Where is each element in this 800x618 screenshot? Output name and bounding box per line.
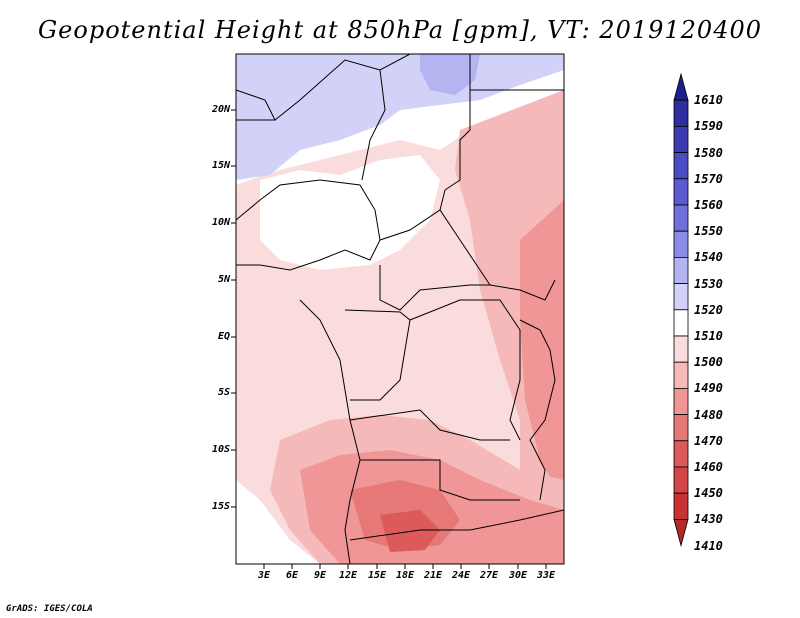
lon-label: 27E	[479, 570, 499, 581]
lat-label: 20N	[211, 104, 230, 115]
colorbar-swatch	[673, 519, 689, 548]
lon-label: 33E	[536, 570, 556, 581]
lon-label: 18E	[395, 570, 415, 581]
colorbar-label: 1500	[694, 355, 723, 370]
colorbar-swatch	[673, 204, 689, 232]
colorbar-swatch	[673, 283, 689, 311]
colorbar-swatch	[673, 72, 689, 101]
colorbar-swatch	[673, 126, 689, 154]
colorbar-label: 1570	[694, 171, 723, 186]
country-borders	[236, 54, 564, 564]
colorbar-label: 1510	[694, 329, 723, 343]
lon-label: 3E	[257, 570, 271, 581]
lat-label: 5S	[217, 387, 230, 398]
colorbar-label: 1530	[694, 276, 723, 291]
colorbar-label: 1560	[694, 198, 723, 212]
colorbar-label: 1550	[694, 224, 723, 239]
lon-label: 9E	[313, 570, 327, 581]
colorbar-label: 1540	[694, 250, 723, 265]
colorbar-label: 1480	[694, 407, 723, 422]
colorbar-swatch	[673, 466, 689, 494]
colorbar-swatch	[673, 256, 689, 284]
map-title: Geopotential Height at 850hPa [gpm], VT:…	[38, 16, 762, 44]
colorbar-swatch	[673, 309, 689, 337]
colorbar-swatch	[673, 361, 689, 389]
lat-label: 10S	[211, 444, 230, 455]
colorbar-label: 1490	[694, 381, 723, 396]
lon-label: 21E	[423, 570, 443, 581]
colorbar-swatch	[673, 152, 689, 180]
colorbar-swatch	[673, 440, 689, 468]
lat-label: EQ	[217, 331, 230, 342]
lat-label: 15N	[211, 160, 230, 171]
lon-label: 30E	[508, 570, 528, 581]
colorbar-label: 1610	[694, 93, 723, 108]
grads-credit: GrADS: IGES/COLA	[6, 604, 93, 614]
colorbar-label: 1460	[694, 460, 723, 474]
colorbar-label: 1590	[694, 119, 723, 134]
lon-label: 6E	[285, 570, 299, 581]
map-frame	[235, 53, 565, 565]
lat-label: 15S	[211, 501, 230, 512]
colorbar-swatch	[673, 492, 689, 520]
colorbar-swatch	[673, 335, 689, 363]
colorbar-label: 1430	[694, 512, 723, 527]
colorbar-swatch	[673, 99, 689, 127]
colorbar	[673, 72, 689, 548]
colorbar-swatch	[673, 230, 689, 258]
colorbar-swatch	[673, 387, 689, 415]
colorbar-label: 1450	[694, 486, 723, 501]
lon-label: 24E	[451, 570, 471, 581]
lon-label: 15E	[367, 570, 387, 581]
lat-label: 5N	[217, 274, 230, 285]
height-field	[236, 54, 564, 564]
colorbar-label: 1580	[694, 145, 723, 160]
colorbar-label: 1470	[694, 433, 723, 448]
lon-label: 12E	[338, 570, 358, 581]
axis-ticks	[231, 109, 547, 569]
colorbar-swatch	[673, 414, 689, 442]
colorbar-label: 1410	[694, 538, 723, 553]
colorbar-swatch	[673, 178, 689, 206]
lat-label: 10N	[211, 217, 230, 228]
colorbar-label: 1520	[694, 302, 723, 317]
